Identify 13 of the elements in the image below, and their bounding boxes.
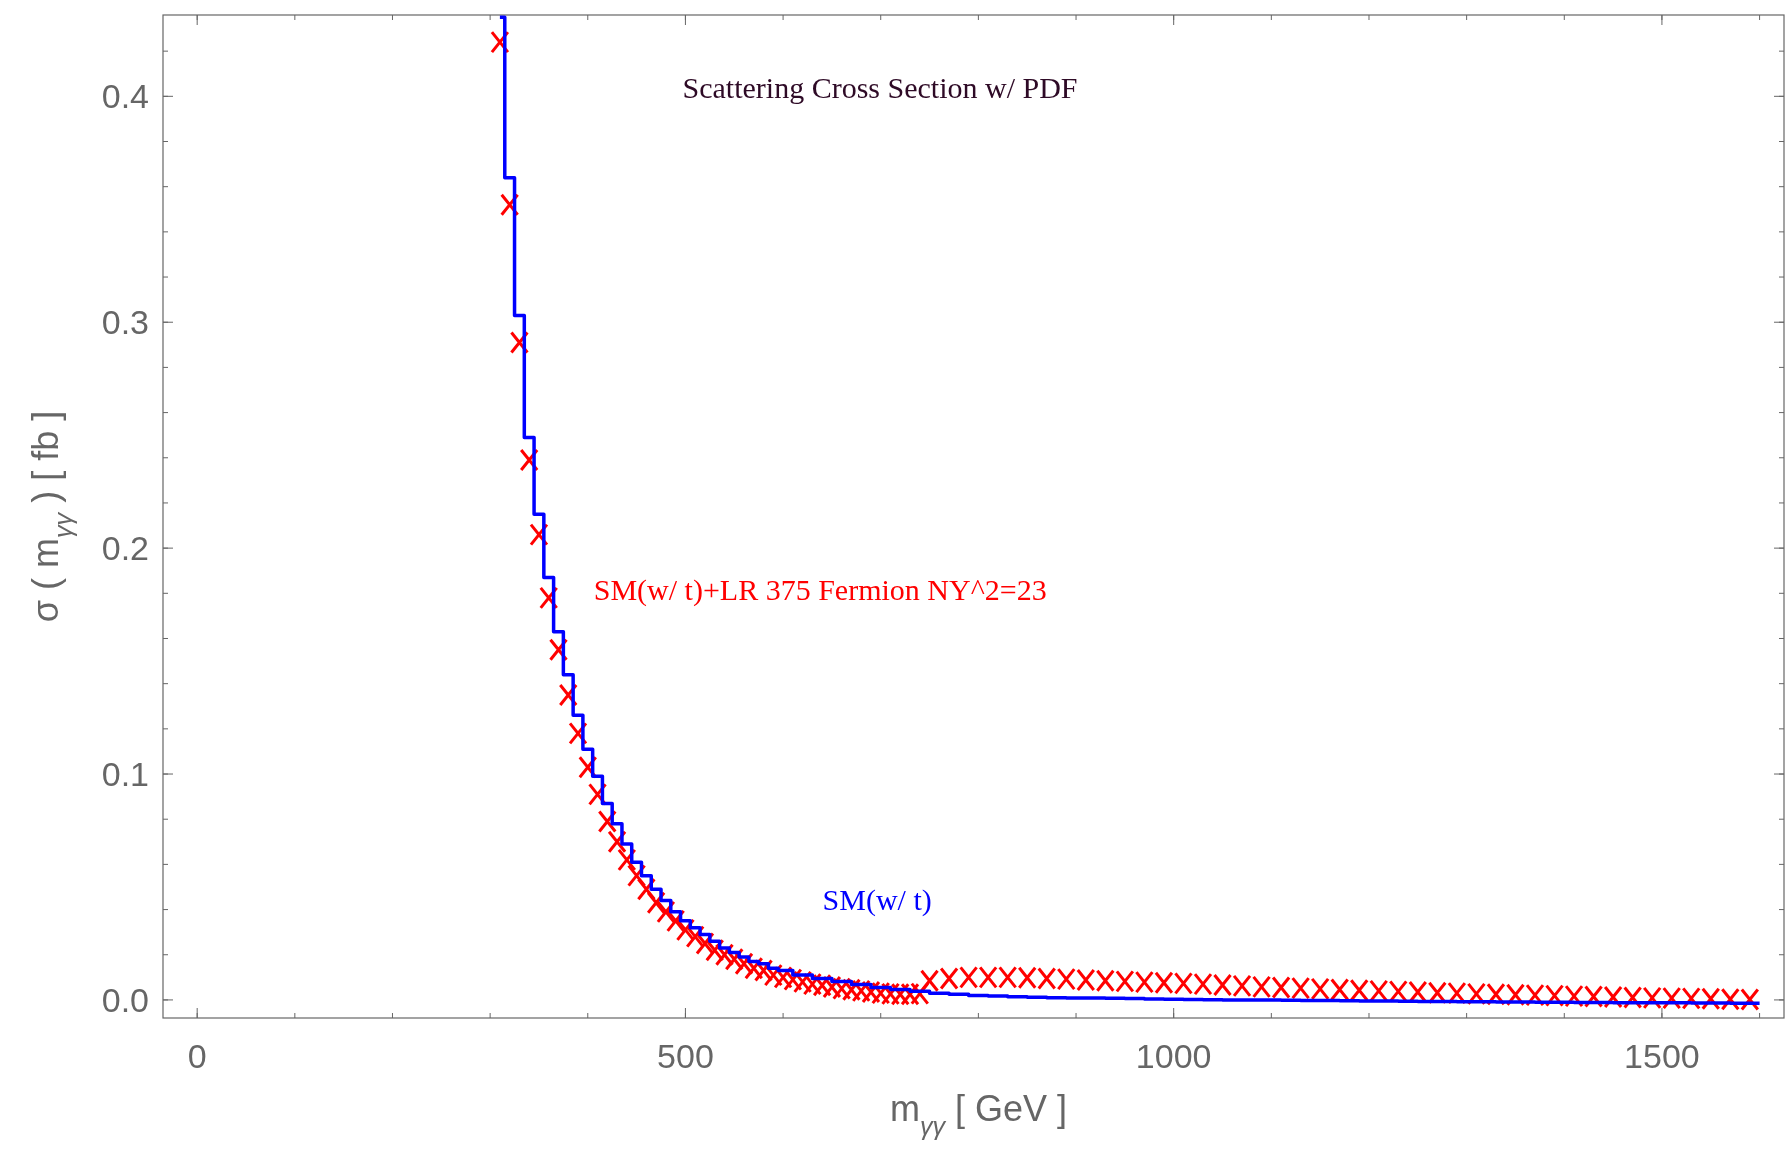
y-tick-label: 0.2 [101,529,149,568]
x-tick-label: 1500 [1624,1037,1700,1075]
y-tick-label: 0.0 [101,980,149,1019]
y-tick-label: 0.1 [101,755,149,794]
y-tick-label: 0.4 [101,77,149,116]
text: Scattering Cross Section w/ PDF [682,71,1078,104]
x-tick-label: 1000 [1135,1037,1212,1075]
x-tick-label: 0 [187,1037,207,1075]
y-tick-label: 0.3 [101,303,149,342]
x-tick-label: 500 [657,1037,714,1075]
series-label: SM(w/ t)+LR 375 Fermion NY^2=23 [593,572,1047,607]
series-label: SM(w/ t) [822,883,932,918]
x-axis-title: m$_{γγ}$ [ GeV ] [889,1088,1068,1140]
